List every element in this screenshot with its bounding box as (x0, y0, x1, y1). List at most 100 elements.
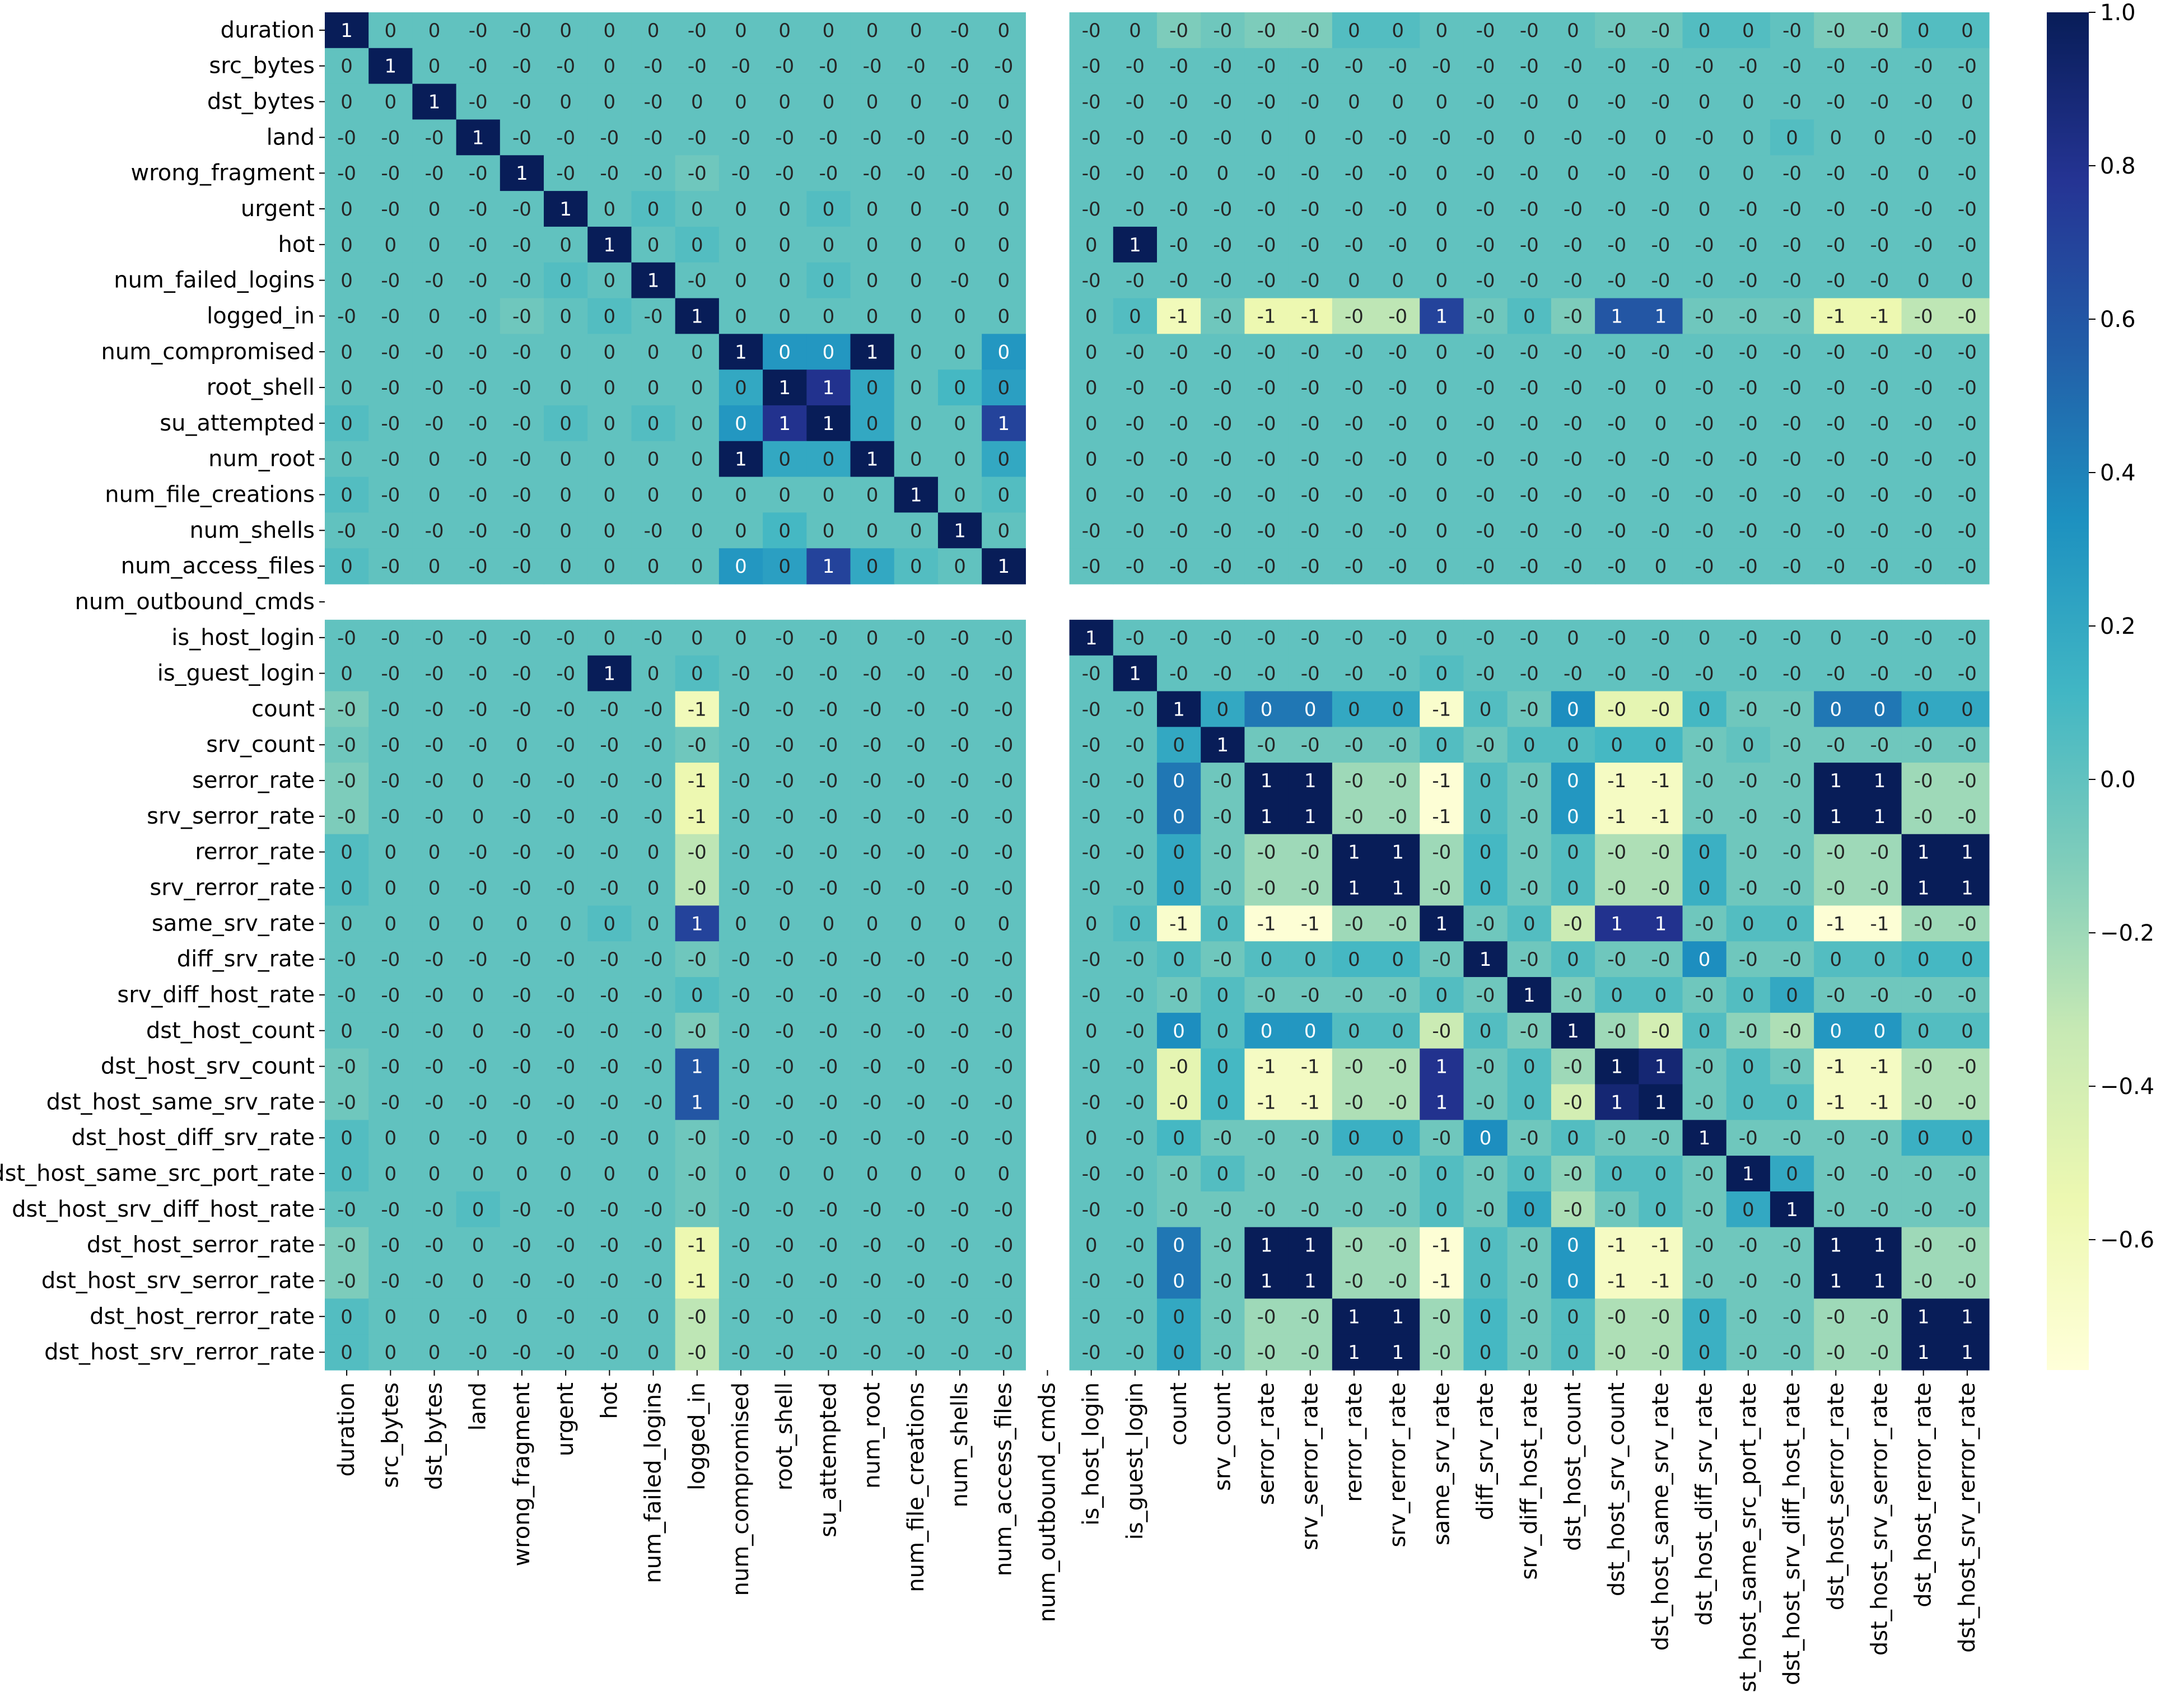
heatmap-cell (1726, 155, 1771, 191)
cell-value-label: 1 (1742, 1163, 1754, 1185)
cell-value-label: 0 (516, 1163, 528, 1185)
heatmap-cell (412, 298, 457, 334)
cell-value-label: 0 (647, 377, 660, 399)
cell-value-label: -0 (1870, 162, 1889, 185)
cell-value-label: 0 (1436, 341, 1448, 363)
cell-value-label: -0 (556, 734, 575, 756)
cell-value-label: 0 (1480, 877, 1492, 899)
heatmap-cell (675, 548, 720, 585)
cell-value-label: 0 (340, 877, 353, 899)
heatmap-cell (806, 941, 851, 978)
heatmap-cell (675, 977, 720, 1013)
cell-value-label: 0 (735, 520, 747, 542)
heatmap-cell (1420, 1120, 1464, 1156)
cell-value-label: -0 (731, 1235, 750, 1257)
cell-value-label: -0 (1695, 520, 1714, 542)
cell-value-label: 0 (340, 842, 353, 864)
heatmap-cell (1332, 1334, 1376, 1371)
heatmap-cell (894, 191, 939, 227)
heatmap-cell (412, 941, 457, 978)
cell-value-label: 0 (472, 770, 484, 792)
cell-value-label: -0 (1958, 341, 1977, 363)
heatmap-cell (1244, 12, 1289, 49)
heatmap-cell (1420, 226, 1464, 263)
heatmap-cell (1113, 48, 1158, 85)
heatmap-cell (1069, 798, 1114, 835)
cell-value-label: 0 (1655, 127, 1667, 149)
heatmap-cell (456, 941, 501, 978)
cell-value-label: -0 (1213, 413, 1232, 435)
heatmap-cell (982, 1156, 1026, 1192)
cell-value-label: 0 (428, 448, 441, 471)
cell-value-label: -0 (1126, 627, 1145, 649)
cell-value-label: 0 (691, 413, 703, 435)
heatmap-cell (1945, 905, 1990, 942)
heatmap-cell (675, 1048, 720, 1085)
cell-value-label: -0 (1695, 127, 1714, 149)
heatmap-cell (587, 763, 632, 799)
heatmap-cell (500, 370, 544, 406)
heatmap-cell (368, 298, 413, 334)
cell-value-label: -0 (863, 1270, 882, 1292)
cell-value-label: 0 (866, 520, 879, 542)
heatmap-cell (456, 12, 501, 49)
cell-value-label: -0 (337, 698, 356, 721)
heatmap-cell (368, 441, 413, 478)
heatmap-cell (500, 763, 544, 799)
cell-value-label: -0 (1213, 948, 1232, 971)
cell-value-label: 0 (1698, 627, 1711, 649)
heatmap-cell (368, 691, 413, 727)
heatmap-cell (894, 691, 939, 727)
cell-value-label: -0 (950, 734, 969, 756)
x-tick-label: land (465, 1382, 491, 1431)
heatmap-cell (1288, 691, 1333, 727)
cell-value-label: -0 (1169, 20, 1188, 42)
heatmap-cell (894, 12, 939, 49)
heatmap-cell (1682, 691, 1727, 727)
heatmap-cell (1376, 83, 1420, 120)
heatmap-cell (982, 1120, 1026, 1156)
cell-value-label: 0 (340, 55, 353, 78)
cell-value-label: -0 (1958, 1091, 1977, 1114)
cell-value-label: -1 (1432, 698, 1451, 721)
y-tick-label: serror_rate (192, 768, 315, 793)
cell-value-label: -0 (819, 1020, 838, 1043)
cell-value-label: -0 (1169, 91, 1188, 114)
cell-value-label: -0 (556, 1127, 575, 1149)
heatmap-cell (1814, 1156, 1858, 1192)
heatmap-cell (1463, 727, 1508, 763)
heatmap-cell (937, 1191, 982, 1228)
cell-value-label: -0 (1082, 984, 1101, 1007)
cell-value-label: -0 (1301, 555, 1320, 578)
cell-value-label: 0 (1436, 162, 1448, 185)
cell-value-label: -0 (469, 413, 488, 435)
cell-value-label: -0 (1126, 698, 1145, 721)
heatmap-cell (1858, 262, 1902, 299)
heatmap-cell (1945, 1120, 1990, 1156)
heatmap-cell (1376, 262, 1420, 299)
heatmap-cell (1639, 834, 1683, 871)
heatmap-cell (1726, 619, 1771, 656)
heatmap-cell (631, 476, 676, 513)
heatmap-cell (1858, 870, 1902, 906)
cell-value-label: 0 (1392, 20, 1404, 42)
heatmap-cell (1814, 405, 1858, 442)
cell-value-label: -0 (1782, 305, 1802, 328)
y-tick-label: is_host_login (171, 625, 315, 651)
cell-value-label: -0 (1870, 270, 1889, 292)
heatmap-cell (982, 1263, 1026, 1299)
heatmap-cell (718, 905, 763, 942)
cell-value-label: -0 (1169, 1199, 1188, 1221)
heatmap-cell (1945, 1263, 1990, 1299)
cell-value-label: -0 (1782, 413, 1802, 435)
cell-value-label: 0 (1567, 91, 1579, 114)
cell-value-label: -0 (469, 341, 488, 363)
cell-value-label: 0 (866, 91, 879, 114)
heatmap-cell (1157, 870, 1201, 906)
heatmap-cell (500, 119, 544, 156)
heatmap-cell (587, 834, 632, 871)
heatmap-cell (325, 1298, 369, 1335)
heatmap-cell (544, 834, 588, 871)
heatmap-cell (1244, 83, 1289, 120)
heatmap-cell (850, 834, 895, 871)
